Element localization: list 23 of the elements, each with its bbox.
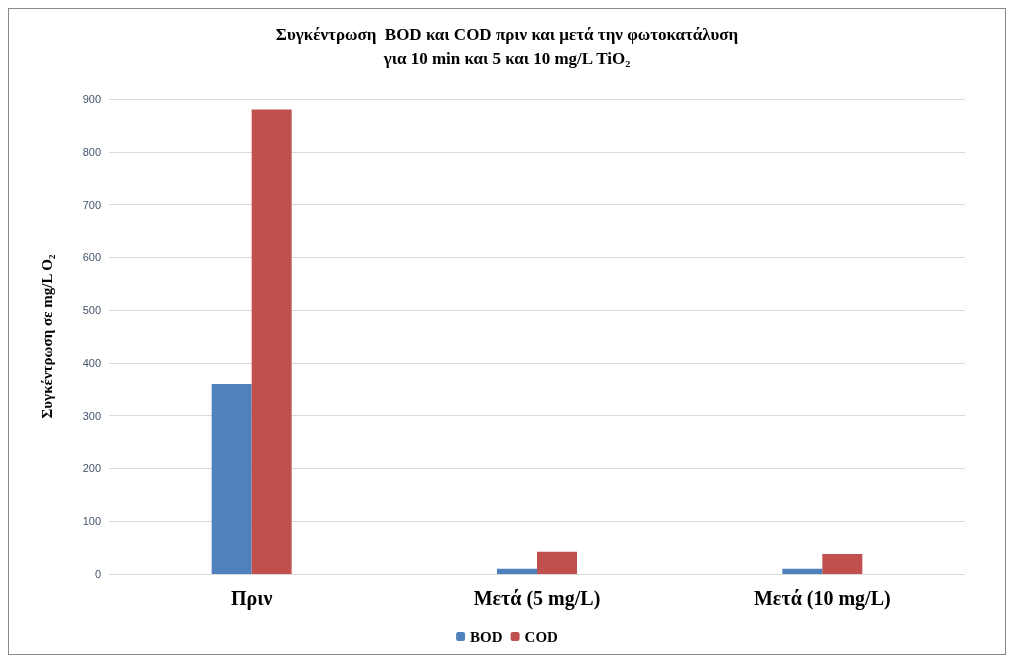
chart-title: Συγκέντρωση BOD και COD πριν και μετά την φωτοκατάλυση για 10 min και 5 και 10 mg/L TiO₂	[275, 24, 739, 68]
x-tick-label: Μετά (10 mg/L)	[753, 587, 891, 610]
bar	[211, 384, 252, 574]
bar	[782, 568, 823, 574]
legend-label: BOD	[470, 628, 503, 645]
bar	[251, 109, 292, 574]
y-tick-label: 0	[94, 568, 101, 580]
bar	[497, 568, 537, 574]
y-tick-label: 800	[82, 145, 101, 158]
y-tick-label: 200	[82, 462, 101, 475]
y-tick-label: 500	[82, 304, 101, 317]
y-tick-label: 600	[82, 251, 101, 264]
x-tick-label: Μετά (5 mg/L)	[473, 587, 601, 610]
bar	[822, 553, 863, 574]
y-axis-title: Συγκέντρωση σε mg/L O₂	[38, 254, 55, 419]
legend-label: COD	[524, 628, 559, 645]
bar	[537, 551, 577, 574]
y-tick-label: 100	[82, 515, 101, 528]
x-tick-label: Πριν	[230, 587, 273, 610]
y-tick-label: 900	[82, 93, 101, 105]
y-tick-label: 700	[82, 198, 101, 211]
y-tick-label: 300	[82, 409, 101, 422]
y-tick-label: 400	[82, 356, 101, 369]
